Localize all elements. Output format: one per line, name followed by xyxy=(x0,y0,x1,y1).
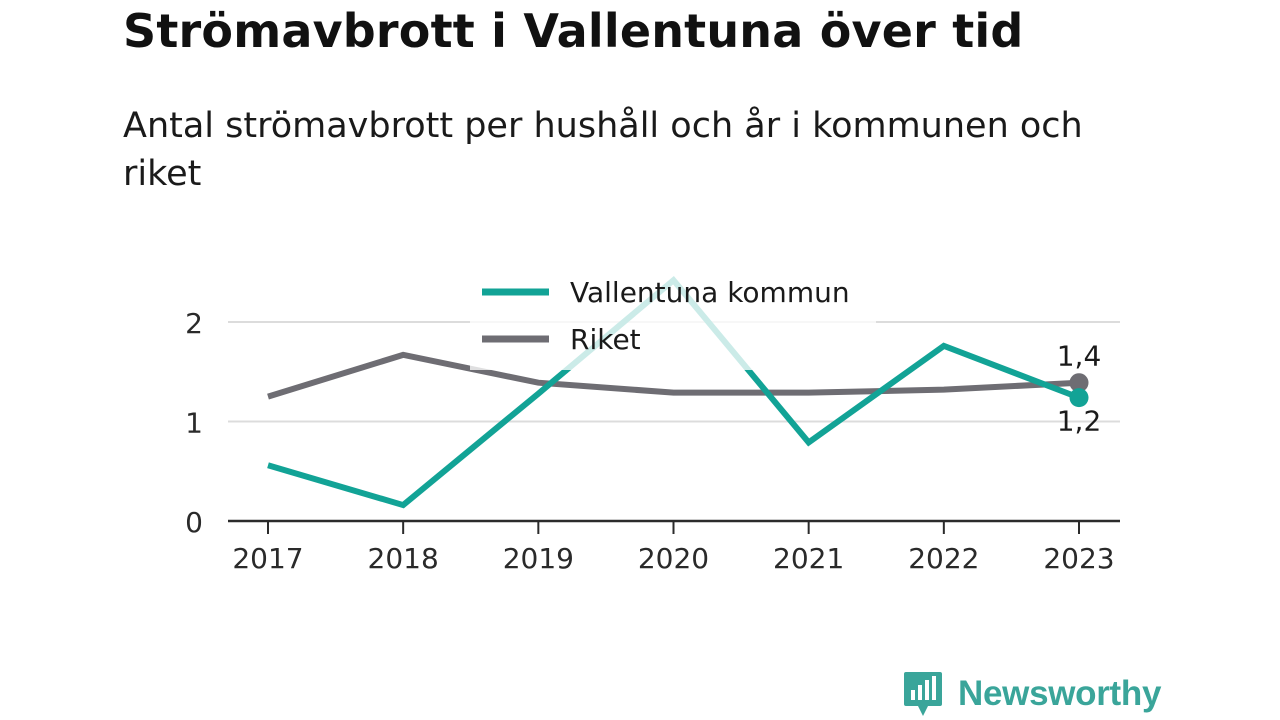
end-point-vallentuna xyxy=(1069,388,1089,408)
y-tick-label: 0 xyxy=(185,506,203,539)
y-tick-label: 2 xyxy=(185,307,203,340)
x-tick-label: 2017 xyxy=(232,542,303,575)
y-axis-ticks: 0 1 2 xyxy=(185,307,203,539)
chart-subtitle: Antal strömavbrott per hushåll och år i … xyxy=(123,106,1083,194)
newsworthy-logo: Newsworthy xyxy=(902,670,1161,718)
legend-background xyxy=(470,268,876,370)
x-axis: 2017 2018 2019 2020 2021 2022 2023 xyxy=(228,519,1120,575)
legend-label: Riket xyxy=(570,323,641,356)
y-tick-label: 1 xyxy=(185,407,203,440)
newsworthy-logo-text: Newsworthy xyxy=(958,674,1162,713)
legend: Vallentuna kommun Riket xyxy=(470,268,876,370)
x-tick-label: 2019 xyxy=(503,542,574,575)
end-label-vallentuna: 1,2 xyxy=(1057,405,1102,438)
end-point-riket xyxy=(1069,373,1089,393)
x-tick-label: 2022 xyxy=(908,542,979,575)
end-labels: 1,4 1,2 xyxy=(1057,340,1102,438)
newsworthy-logo-icon xyxy=(904,672,942,716)
x-tick-label: 2021 xyxy=(773,542,844,575)
x-tick-label: 2018 xyxy=(368,542,439,575)
chart-title: Strömavbrott i Vallentuna över tid xyxy=(123,4,1024,58)
end-label-riket: 1,4 xyxy=(1057,340,1102,373)
x-tick-label: 2020 xyxy=(638,542,709,575)
series-line-riket xyxy=(267,351,1080,400)
legend-label: Vallentuna kommun xyxy=(570,276,850,309)
x-tick-label: 2023 xyxy=(1043,542,1114,575)
